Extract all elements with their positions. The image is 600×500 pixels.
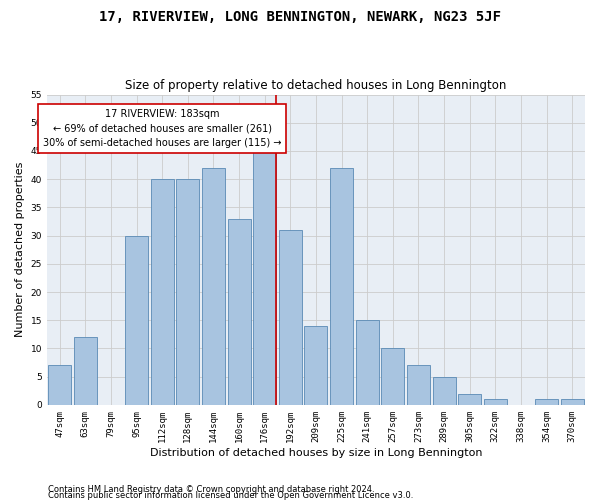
X-axis label: Distribution of detached houses by size in Long Bennington: Distribution of detached houses by size … <box>150 448 482 458</box>
Bar <box>381 348 404 405</box>
Text: Contains public sector information licensed under the Open Government Licence v3: Contains public sector information licen… <box>48 490 413 500</box>
Bar <box>125 236 148 405</box>
Text: 17 RIVERVIEW: 183sqm
← 69% of detached houses are smaller (261)
30% of semi-deta: 17 RIVERVIEW: 183sqm ← 69% of detached h… <box>43 108 281 148</box>
Bar <box>176 179 199 405</box>
Bar <box>279 230 302 405</box>
Bar <box>202 168 225 405</box>
Bar <box>560 399 584 405</box>
Bar <box>484 399 507 405</box>
Text: 17, RIVERVIEW, LONG BENNINGTON, NEWARK, NG23 5JF: 17, RIVERVIEW, LONG BENNINGTON, NEWARK, … <box>99 10 501 24</box>
Bar <box>535 399 558 405</box>
Bar <box>458 394 481 405</box>
Bar <box>304 326 328 405</box>
Bar <box>407 366 430 405</box>
Bar <box>253 146 276 405</box>
Bar <box>356 320 379 405</box>
Text: Contains HM Land Registry data © Crown copyright and database right 2024.: Contains HM Land Registry data © Crown c… <box>48 484 374 494</box>
Title: Size of property relative to detached houses in Long Bennington: Size of property relative to detached ho… <box>125 79 506 92</box>
Bar <box>48 366 71 405</box>
Bar <box>227 218 251 405</box>
Bar <box>433 376 455 405</box>
Y-axis label: Number of detached properties: Number of detached properties <box>15 162 25 338</box>
Bar <box>74 337 97 405</box>
Bar <box>151 179 174 405</box>
Bar <box>330 168 353 405</box>
